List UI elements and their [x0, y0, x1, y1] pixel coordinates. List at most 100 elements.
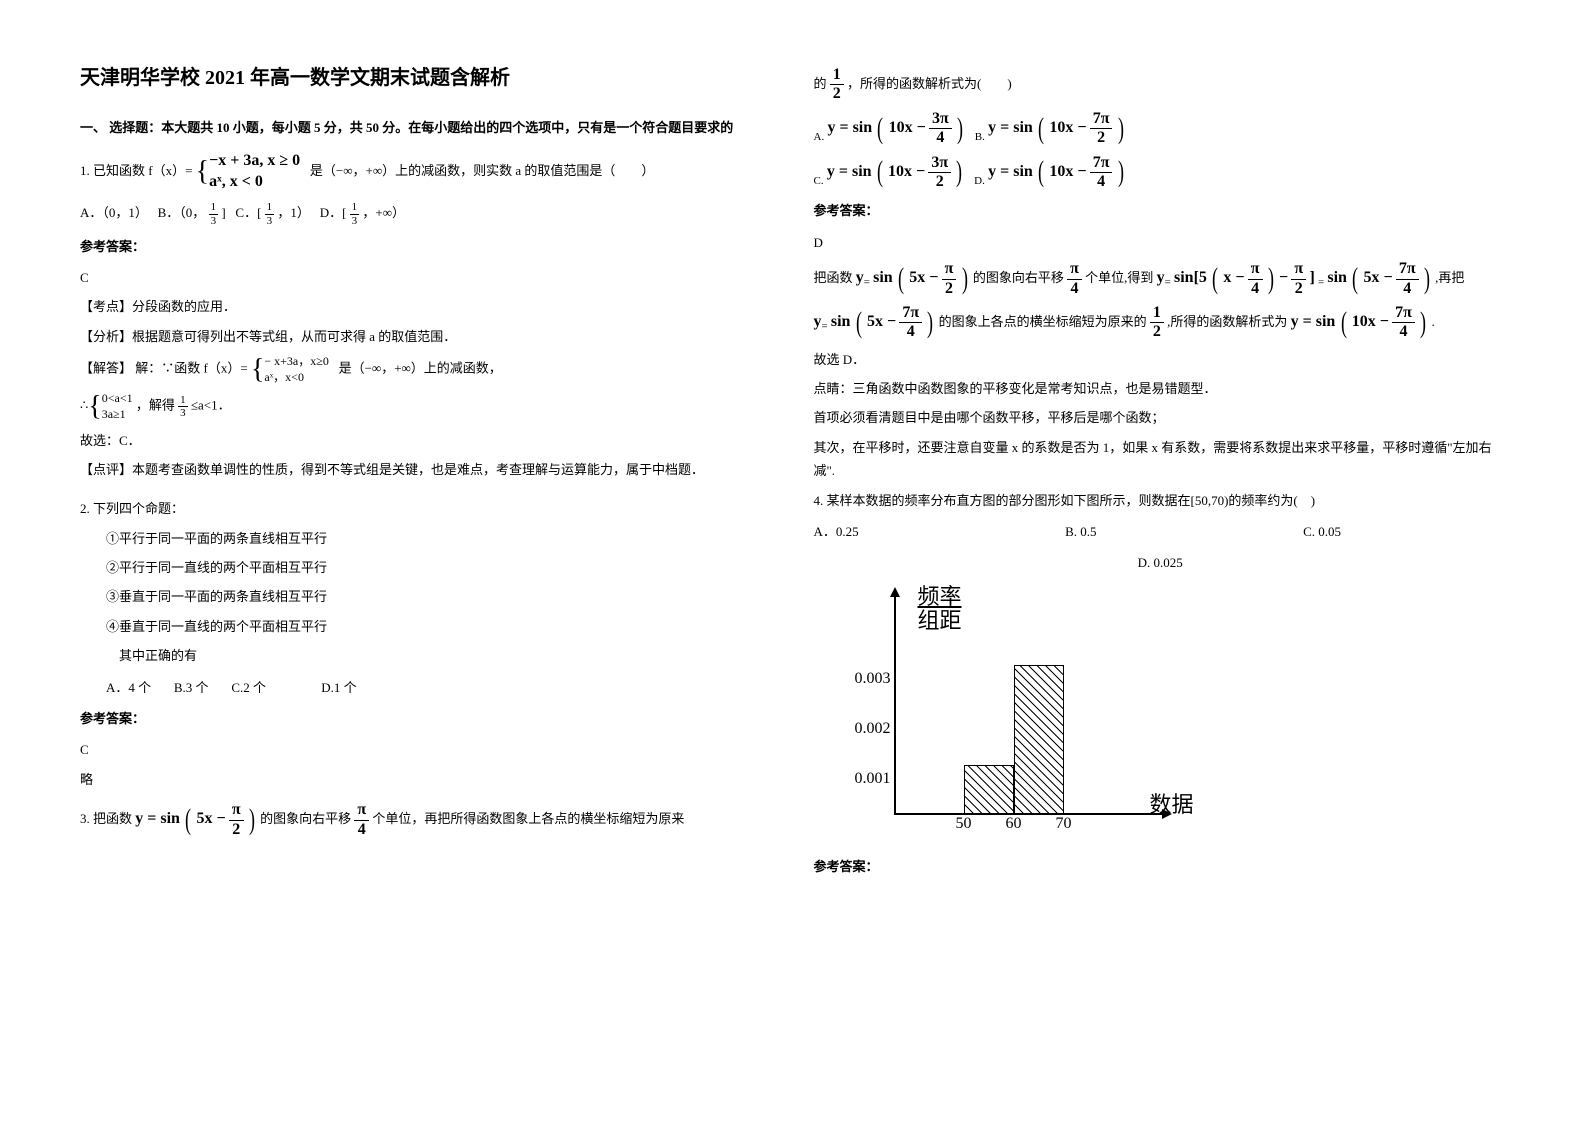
frac13c: 13	[350, 201, 360, 226]
lparen-icon: (	[856, 311, 862, 335]
q1-options: A．（0，1） B．（0， 13 ] C．[ 13 ，1） D．[ 13 ，+∞…	[80, 201, 774, 227]
ytick: 0.002	[816, 715, 891, 744]
hatch-fill	[965, 766, 1013, 814]
sol-arg3-frac: 7π4	[1396, 260, 1419, 298]
q3-dianjing: 点睛：三角函数中函数图象的平移变化是常考知识点，也是易错题型．	[814, 377, 1508, 400]
q3-labelD: D.	[974, 175, 985, 187]
q2-l2: ②平行于同一直线的两个平面相互平行	[80, 556, 774, 579]
dianping-text: 本题考查函数单调性的性质，得到不等式组是关键，也是难点，考查理解与运算能力，属于…	[132, 462, 704, 477]
q4-stem: 4. 某样本数据的频率分布直方图的部分图形如下图所示，则数据在[50,70)的频…	[814, 489, 1508, 512]
sol-eq3: =	[1318, 277, 1324, 289]
optD-frac: 7π4	[1090, 154, 1113, 192]
cond-rows: 0<a<1 3a≥1	[102, 391, 133, 422]
q3-yeq: y = sin	[135, 810, 180, 827]
rparen-icon: )	[957, 117, 963, 141]
ytick: 0.001	[816, 765, 891, 794]
sol-sin: sin	[873, 269, 893, 286]
q4-optC: C. 0.05	[1303, 524, 1341, 539]
q1-kaodian: 【考点】分段函数的应用．	[80, 295, 774, 318]
q3-pi4: π4	[354, 801, 369, 839]
lparen-icon: (	[898, 267, 904, 291]
jieda-prefix: 解：∵函数 f（x）=	[135, 361, 251, 376]
frac13d: 13	[178, 394, 188, 419]
sol-p2a: 的图象上各点的横坐标缩短为原来的	[939, 314, 1147, 329]
lparen-icon: (	[185, 808, 191, 832]
optA-frac: 3π4	[929, 110, 952, 148]
brace-icon: {	[251, 356, 264, 384]
sol-y: y	[856, 269, 864, 286]
section-head: 一、 选择题：本大题共 10 小题，每小题 5 分，共 50 分。在每小题给出的…	[80, 116, 774, 139]
ytick: 0.003	[816, 665, 891, 694]
rparen-icon: )	[1420, 311, 1426, 335]
optA: A．（0，1）	[80, 205, 148, 220]
q2-l3: ③垂直于同一平面的两条直线相互平行	[80, 585, 774, 608]
q3-pi2: π2	[229, 801, 244, 839]
optC-pre: C．[	[235, 205, 261, 220]
q3-options-row2: C. y = sin ( 10x − 3π2 ) D. y = sin ( 10…	[814, 154, 1508, 192]
lparen-icon: (	[877, 160, 883, 184]
optA-arg: 10x −	[889, 119, 926, 136]
q4-optB: B. 0.5	[1065, 524, 1096, 539]
fenxi-label: 【分析】	[80, 329, 132, 344]
bar	[1014, 665, 1064, 815]
q4-answer-label: 参考答案：	[814, 855, 1508, 878]
sol-p1-frac: π4	[1067, 260, 1082, 298]
q3-options-row1: A. y = sin ( 10x − 3π4 ) B. y = sin ( 10…	[814, 110, 1508, 148]
dianping-label: 【点评】	[80, 462, 132, 477]
optC-arg: 10x −	[888, 162, 925, 179]
q3-mid: 的图象向右平移	[260, 811, 351, 826]
q1-suffix: 是（−∞，+∞）上的减函数，则实数 a 的取值范围是（ ）	[310, 163, 654, 178]
q1-stem: 1. 已知函数 f（x）= { −x + 3a, x ≥ 0 aˣ, x < 0…	[80, 151, 774, 193]
cond1: 0<a<1	[102, 391, 133, 407]
q3-stem: 3. 把函数 y = sin ( 5x − π2 ) 的图象向右平移 π4 个单…	[80, 801, 774, 839]
sol-eq: =	[864, 277, 870, 289]
sol-arg2-mid: −	[1279, 269, 1288, 286]
q3-sol2: y= sin ( 5x − 7π4 ) 的图象上各点的横坐标缩短为原来的 12 …	[814, 304, 1508, 342]
optC-prefix: y = sin	[827, 162, 872, 179]
brace-icon: {	[196, 158, 209, 186]
q3-answer: D	[814, 231, 1508, 254]
sol-arg2-pre: sin[5	[1174, 269, 1207, 286]
q4-options: A．0.25 B. 0.5 C. 0.05	[814, 520, 1508, 543]
lparen-icon: (	[1341, 311, 1347, 335]
q1-jieda: 【解答】 解：∵函数 f（x）= { − x+3a，x≥0 aˣ，x<0 是（−…	[80, 354, 774, 385]
sol-arg2a: x −	[1223, 269, 1244, 286]
jieda-piece2: aˣ，x<0	[264, 370, 328, 386]
rparen-icon: )	[1424, 267, 1430, 291]
q2-l5: 其中正确的有	[80, 644, 774, 667]
optB-prefix: y = sin	[988, 119, 1033, 136]
q3-answer-label: 参考答案：	[814, 199, 1508, 222]
answer-label: 参考答案：	[80, 235, 774, 258]
q3-guxuan: 故选 D．	[814, 348, 1508, 371]
piecewise-rows: −x + 3a, x ≥ 0 aˣ, x < 0	[209, 151, 300, 193]
piece2: aˣ, x < 0	[209, 172, 300, 193]
cond-piecewise: { 0<a<1 3a≥1	[88, 391, 132, 422]
jieda-rows: − x+3a，x≥0 aˣ，x<0	[264, 354, 328, 385]
q2-l4: ④垂直于同一直线的两个平面相互平行	[80, 615, 774, 638]
sol-arg4: 10x −	[1352, 313, 1389, 330]
sol-arg2-post: ]	[1309, 269, 1314, 286]
lparen-icon: (	[1038, 117, 1044, 141]
brace-icon: {	[88, 393, 101, 421]
frac13b: 13	[265, 201, 275, 226]
q2-l1: ①平行于同一平面的两条直线相互平行	[80, 527, 774, 550]
optD-arg: 10x −	[1049, 162, 1086, 179]
lparen-icon: (	[1038, 160, 1044, 184]
jieda-label: 【解答】	[80, 361, 132, 376]
document-title: 天津明华学校 2021 年高一数学文期末试题含解析	[80, 60, 774, 96]
lparen-icon: (	[1352, 267, 1358, 291]
sol-arg4-frac: 7π4	[1392, 304, 1415, 342]
q3-labelB: B.	[975, 131, 985, 143]
q2-answer-label: 参考答案：	[80, 707, 774, 730]
sol-arg2b-frac: π2	[1291, 260, 1306, 298]
q1-piecewise: { −x + 3a, x ≥ 0 aˣ, x < 0	[196, 151, 300, 193]
optB-arg: 10x −	[1049, 119, 1086, 136]
q3-dj2: 首项必须看清题目中是由哪个函数平移，平移后是哪个函数；	[814, 406, 1508, 429]
q1-guxuan: 故选：C．	[80, 429, 774, 452]
lparen-icon: (	[877, 117, 883, 141]
sol-sin2: sin	[1327, 269, 1347, 286]
piece1: −x + 3a, x ≥ 0	[209, 151, 300, 172]
chart-ylabel: 频率 组距	[918, 585, 962, 633]
rparen-icon: )	[927, 311, 933, 335]
q3-labelC: C.	[814, 175, 824, 187]
